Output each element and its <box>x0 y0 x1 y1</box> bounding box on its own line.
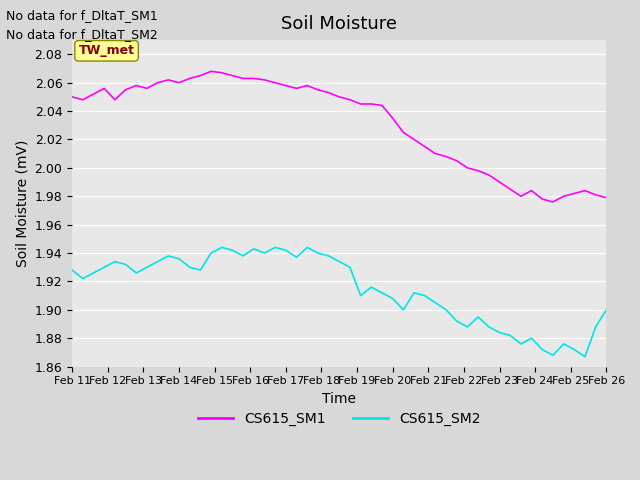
CS615_SM2 <box>239 253 247 259</box>
CS615_SM1 <box>207 69 215 74</box>
CS615_SM2 <box>581 354 589 360</box>
CS615_SM2 <box>250 246 258 252</box>
CS615_SM2 <box>431 300 439 306</box>
CS615_SM1 <box>68 94 76 100</box>
CS615_SM1 <box>186 75 193 81</box>
CS615_SM1 <box>549 199 557 205</box>
CS615_SM1 <box>239 75 247 81</box>
CS615_SM1 <box>463 165 471 171</box>
Y-axis label: Soil Moisture (mV): Soil Moisture (mV) <box>15 140 29 267</box>
CS615_SM2 <box>463 324 471 330</box>
CS615_SM2 <box>592 324 600 330</box>
CS615_SM2 <box>602 307 610 313</box>
Title: Soil Moisture: Soil Moisture <box>281 15 397 33</box>
X-axis label: Time: Time <box>323 392 356 406</box>
CS615_SM1 <box>250 75 258 81</box>
Line: CS615_SM2: CS615_SM2 <box>72 247 606 357</box>
CS615_SM1 <box>431 151 439 156</box>
Legend: CS615_SM1, CS615_SM2: CS615_SM1, CS615_SM2 <box>193 406 486 432</box>
CS615_SM2 <box>68 267 76 273</box>
Text: TW_met: TW_met <box>79 44 134 57</box>
CS615_SM2 <box>218 244 225 250</box>
CS615_SM1 <box>592 192 600 198</box>
Line: CS615_SM1: CS615_SM1 <box>72 72 606 202</box>
CS615_SM2 <box>186 264 193 270</box>
Text: No data for f_DltaT_SM1: No data for f_DltaT_SM1 <box>6 9 158 22</box>
Text: No data for f_DltaT_SM2: No data for f_DltaT_SM2 <box>6 28 158 41</box>
CS615_SM1 <box>602 195 610 201</box>
